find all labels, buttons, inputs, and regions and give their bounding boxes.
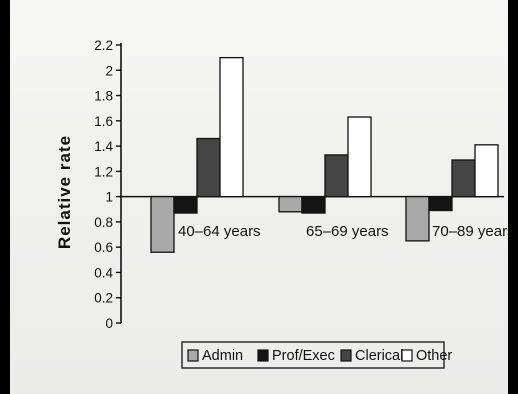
bar-prof-exec-1 [173,195,198,214]
bar-other-2 [347,116,372,198]
bar-prof-exec-2 [301,195,326,214]
bar-clerical-1 [196,137,221,198]
legend-swatch [401,349,413,362]
y-tick-label: 1.8 [94,89,113,104]
y-tick-label: 1.2 [94,164,113,179]
y-tick-label: 1.6 [94,114,113,129]
bar-other-1 [219,56,244,198]
category-labels: 40–64 years 65–69 years 70–89 years [178,223,508,240]
legend: Admin Prof/Exec Clerical Other [181,341,452,369]
bars [150,56,499,253]
bar-chart: 0 0.2 0.4 0.6 0.8 1 1.2 1.4 1.6 1.8 2 2.2 40–64 yea… [55,38,508,369]
bar-clerical-2 [324,154,349,198]
legend-label: Admin [202,348,243,364]
bar-admin-3 [405,195,430,242]
y-tick-label: 0.8 [94,215,113,230]
legend-label: Clerical [355,348,403,364]
y-axis: 0 0.2 0.4 0.6 0.8 1 1.2 1.4 1.6 1.8 2 2.2 [94,38,504,331]
bar-other-3 [474,144,499,198]
legend-label: Other [416,348,452,364]
y-tick-label: 0 [105,316,113,331]
bar-prof-exec-3 [428,195,453,212]
bar-clerical-3 [451,159,476,198]
y-tick-label: 1.4 [94,139,113,154]
y-tick-label: 0.6 [94,240,113,255]
y-tick-label: 0.4 [94,265,113,280]
legend-label: Prof/Exec [272,348,335,364]
y-axis-label: Relative rate [55,135,74,249]
legend-box [181,341,445,369]
scanned-page: 0 0.2 0.4 0.6 0.8 1 1.2 1.4 1.6 1.8 2 2.2 40–64 yea… [10,0,508,394]
legend-swatch [257,349,269,362]
y-tick-label: 1 [105,190,113,205]
y-tick-label: 2 [105,63,113,78]
y-tick-label: 2.2 [94,38,113,53]
legend-swatch [187,349,199,362]
bar-admin-2 [278,195,303,213]
legend-swatch [340,349,352,362]
category-label: 65–69 years [306,223,389,240]
category-label: 70–89 years [432,223,508,240]
bar-admin-1 [150,195,175,253]
y-tick-label: 0.2 [94,291,113,306]
category-label: 40–64 years [178,223,261,240]
